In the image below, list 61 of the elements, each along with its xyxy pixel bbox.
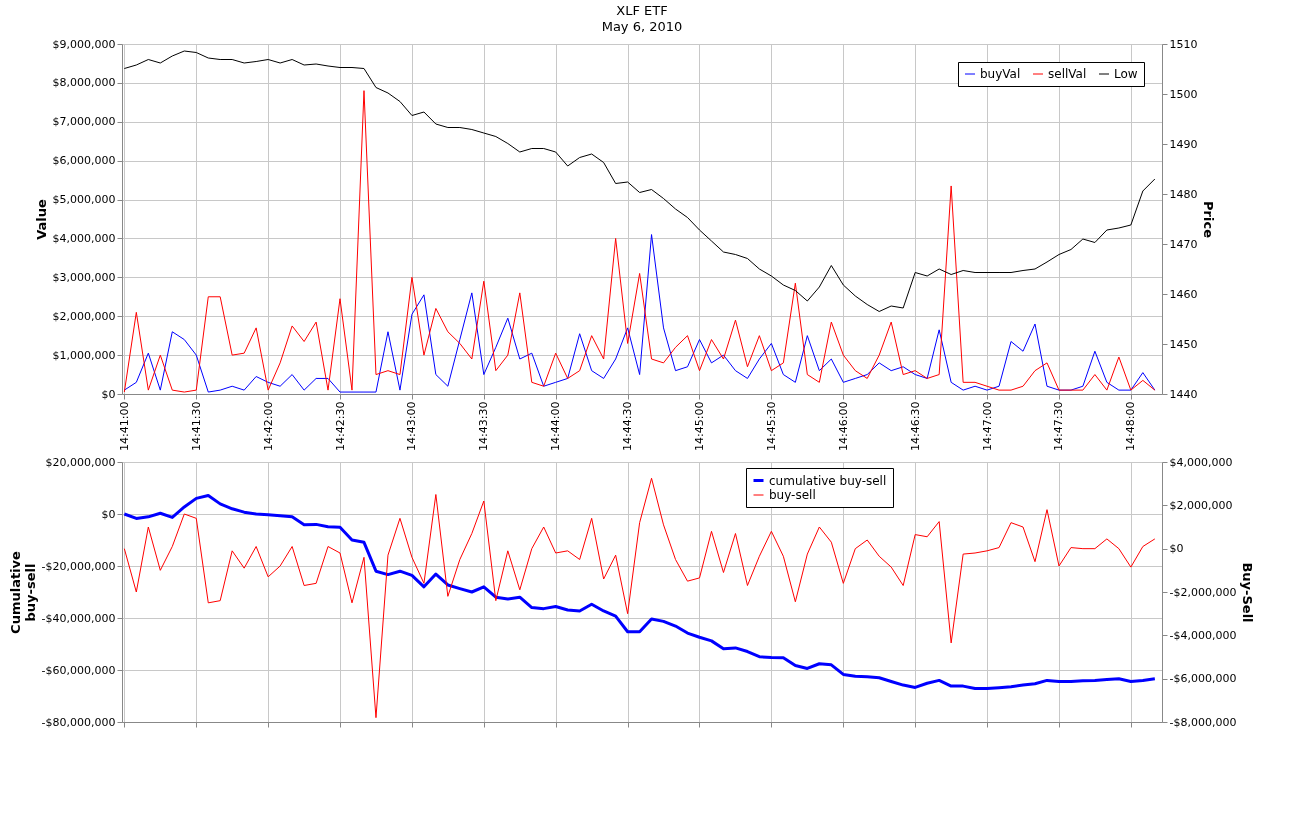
chart-title: XLF ETF [616,3,668,18]
y2-tick-label: 1480 [1169,187,1198,201]
y2-tick-label: $2,000,000 [1169,498,1233,512]
y2-tick-label: $4,000,000 [1169,455,1233,469]
chart-subtitle: May 6, 2010 [601,19,683,34]
y2-tick-label: 1500 [1169,87,1198,101]
y2-tick-label: -$4,000,000 [1169,628,1237,642]
legend-label: buyVal [980,67,1021,81]
y-tick-label: $9,000,000 [52,37,116,51]
y-tick-label: $5,000,000 [52,193,116,207]
y-tick-label: $6,000,000 [52,154,116,168]
y-tick-label: $20,000,000 [45,455,116,469]
y-tick-label: $8,000,000 [52,76,116,90]
y-tick-label: -$20,000,000 [41,559,116,573]
x-tick-label: 14:42:00 [261,401,275,451]
y2-tick-label: -$8,000,000 [1169,715,1237,729]
legend-label: Low [1114,67,1138,81]
y-tick-label: $2,000,000 [52,309,116,323]
y2-tick-label: 1510 [1169,37,1198,51]
x-tick-label: 14:44:30 [621,401,635,451]
y-tick-label: -$60,000,000 [41,663,116,677]
line-series [123,50,1156,312]
legend-label: buy-sell [769,488,816,502]
y-tick-label: $4,000,000 [52,231,116,245]
y-tick-label: $3,000,000 [52,270,116,284]
y2-tick-label: 1440 [1169,387,1198,401]
y-tick-label: -$40,000,000 [41,611,116,625]
y-tick-label: $1,000,000 [52,348,116,362]
y-axis-title: Value [33,198,49,240]
x-tick-label: 14:48:00 [1124,401,1138,451]
x-tick-label: 14:47:00 [980,401,994,451]
x-tick-label: 14:41:30 [189,401,203,451]
legend-label: sellVal [1048,67,1087,81]
y2-tick-label: 1460 [1169,287,1198,301]
y2-tick-label: $0 [1169,542,1184,556]
y2-tick-label: -$6,000,000 [1169,672,1237,686]
y2-tick-label: 1450 [1169,337,1198,351]
x-tick-label: 14:45:30 [764,401,778,451]
x-tick-label: 14:47:30 [1052,401,1066,451]
x-tick-label: 14:42:30 [333,401,347,451]
x-tick-label: 14:43:30 [477,401,491,451]
y2-tick-label: 1470 [1169,237,1198,251]
line-series [123,90,1156,393]
line-series [123,234,1156,393]
x-tick-label: 14:45:00 [693,401,706,451]
x-tick-label: 14:46:00 [836,401,850,451]
y-tick-label: $0 [101,387,116,401]
x-tick-label: 14:41:00 [117,401,131,451]
x-tick-label: 14:46:30 [908,401,922,451]
y2-axis-title: Buy-Sell [1240,562,1256,623]
y2-tick-label: 1490 [1169,137,1198,151]
y-tick-label: $0 [101,507,116,521]
legend-label: cumulative buy-sell [769,473,887,488]
y2-tick-label: -$2,000,000 [1169,585,1237,599]
line-series [123,477,1156,719]
y2-axis-title: Price [1201,201,1217,239]
x-tick-label: 14:43:00 [405,401,419,451]
x-tick-label: 14:44:00 [549,401,563,451]
y-tick-label: $7,000,000 [52,115,116,129]
y-axis-title: Cumulative buy-sell [7,550,38,634]
y-tick-label: -$80,000,000 [41,715,116,729]
